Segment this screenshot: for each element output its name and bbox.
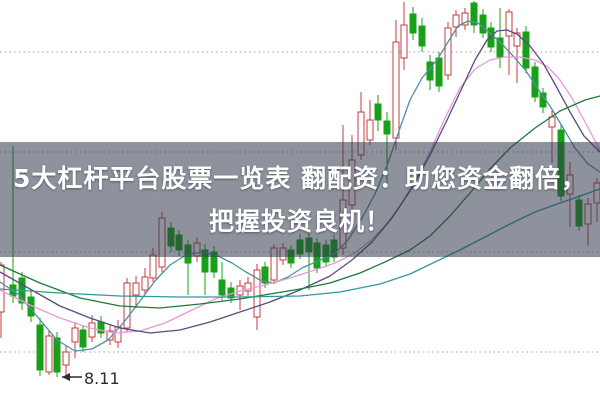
candle bbox=[426, 55, 434, 90]
candle bbox=[374, 95, 382, 131]
candle bbox=[461, 8, 469, 30]
candle bbox=[496, 8, 504, 68]
candle bbox=[366, 100, 374, 145]
candle bbox=[531, 62, 539, 102]
candle bbox=[97, 316, 105, 338]
candle bbox=[539, 88, 547, 113]
candle bbox=[452, 10, 460, 37]
candle bbox=[505, 9, 513, 75]
candle bbox=[236, 280, 244, 310]
candle bbox=[71, 322, 79, 358]
candle bbox=[36, 318, 44, 376]
promo-banner-line1: 5大杠杆平台股票一览表 翻配资：助您资金翻倍， bbox=[12, 163, 588, 193]
candle bbox=[218, 262, 226, 300]
candle bbox=[418, 18, 426, 52]
low-price-label: 8.11 bbox=[84, 369, 120, 388]
candle bbox=[513, 28, 521, 83]
low-annotation: 8.11 bbox=[62, 369, 120, 388]
candle bbox=[62, 345, 70, 375]
candle bbox=[79, 325, 87, 352]
candle bbox=[479, 9, 487, 38]
promo-banner-overlay: 5大杠杆平台股票一览表 翻配资：助您资金翻倍， 把握投资良机！ bbox=[0, 142, 600, 257]
candle bbox=[444, 22, 452, 80]
candle bbox=[132, 276, 140, 308]
candle bbox=[409, 7, 417, 40]
candle bbox=[45, 330, 53, 375]
left-arrow-icon bbox=[62, 373, 70, 381]
candle bbox=[392, 20, 400, 150]
candle bbox=[106, 325, 114, 345]
promo-banner-line2: 把握投资良机！ bbox=[208, 206, 391, 236]
candle bbox=[53, 332, 61, 377]
candle bbox=[114, 320, 122, 348]
candle bbox=[253, 264, 261, 330]
candle bbox=[522, 26, 530, 73]
candle bbox=[141, 268, 149, 295]
candle bbox=[400, 2, 408, 70]
ma-green-line bbox=[0, 95, 600, 309]
candle bbox=[435, 52, 443, 92]
candle bbox=[470, 1, 478, 33]
candle bbox=[123, 278, 131, 332]
candle bbox=[244, 277, 252, 296]
